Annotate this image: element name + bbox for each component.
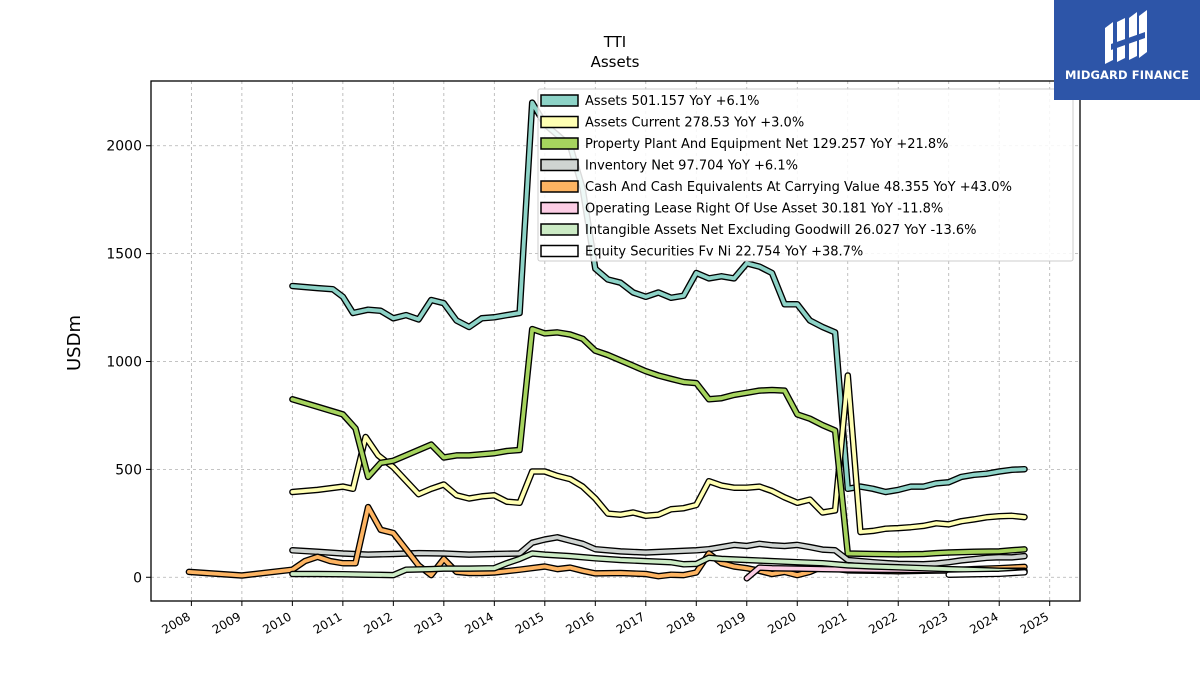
legend-label-equity-securities-fv-ni: Equity Securities Fv Ni 22.754 YoY +38.7… [585,245,863,260]
legend-label-assets-current: Assets Current 278.53 YoY +3.0% [585,116,804,131]
series-layer [185,99,1028,582]
legend-swatch-operating-lease-right-of-use-asset [540,201,579,215]
legend-swatch-intangible-assets-net-excluding-goodwill [540,223,579,236]
x-tick-label: 2014 [462,609,495,636]
y-tick-label: 0 [133,570,142,586]
series-line-assets-current [290,373,1027,534]
x-tick-label: 2015 [513,609,546,636]
legend-swatch-cash-and-cash-equivalents-at-carrying-value [540,180,579,193]
legend-box [537,88,1074,262]
x-tick-label: 2024 [967,609,1000,636]
y-tick-label: 500 [115,462,142,478]
legend-label-operating-lease-right-of-use-asset: Operating Lease Right Of Use Asset 30.18… [585,202,943,217]
x-tick-label: 2016 [563,609,596,636]
y-tick-label: 1000 [106,354,142,370]
x-tick-label: 2021 [816,609,849,636]
legend-label-intangible-assets-net-excluding-goodwill: Intangible Assets Net Excluding Goodwill… [585,223,976,238]
x-tick-label: 2017 [614,609,647,636]
legend-swatch-equity-securities-fv-ni [540,244,579,258]
x-tick-label: 2020 [765,609,798,636]
x-tick-label: 2025 [1018,609,1051,636]
y-tick-label: 2000 [106,139,142,155]
series-outline-property-plant-and-equipment-net [289,325,1028,558]
plot-frame [150,80,1081,602]
legend-swatch-assets-current [540,115,579,129]
x-tick-label: 2010 [260,609,293,636]
legend-label-inventory-net: Inventory Net 97.704 YoY +6.1% [585,159,798,174]
series-line-intangible-assets-net-excluding-goodwill [290,551,1027,577]
x-tick-label: 2019 [715,609,748,636]
x-tick-label: 2008 [159,609,192,636]
x-tick-label: 2009 [210,609,243,636]
chart-title: TTI [603,33,627,51]
brand-logo-icon [1105,10,1147,64]
x-tick-label: 2013 [412,609,445,636]
legend-swatch-inventory-net [540,158,579,172]
legend: Assets 501.157 YoY +6.1% Assets Current 2… [537,88,1074,262]
brand-name: MIDGARD FINANCE [1064,68,1190,82]
brand-logo: MIDGARD FINANCE [1054,0,1200,100]
series-line-property-plant-and-equipment-net [290,327,1027,557]
legend-swatch-property-plant-and-equipment-net [540,137,579,150]
legend-label-cash-and-cash-equivalents-at-carrying-value: Cash And Cash Equivalents At Carrying Va… [585,180,1012,195]
y-axis-label: USDm [64,315,85,371]
x-tick-label: 2012 [361,609,394,636]
x-tick-label: 2023 [917,609,950,636]
legend-label-property-plant-and-equipment-net: Property Plant And Equipment Net 129.257… [585,137,949,152]
legend-swatch-assets [540,94,579,107]
legend-label-assets: Assets 501.157 YoY +6.1% [585,94,760,109]
x-tick-label: 2018 [664,609,697,636]
chart-subtitle: Assets [591,53,640,71]
y-tick-label: 1500 [106,247,142,263]
x-tick-label: 2011 [311,609,344,636]
series-line-assets [290,100,1027,494]
series-line-equity-securities-fv-ni [946,570,1027,577]
series-line-inventory-net [290,535,1027,567]
x-tick-label: 2022 [866,609,899,636]
